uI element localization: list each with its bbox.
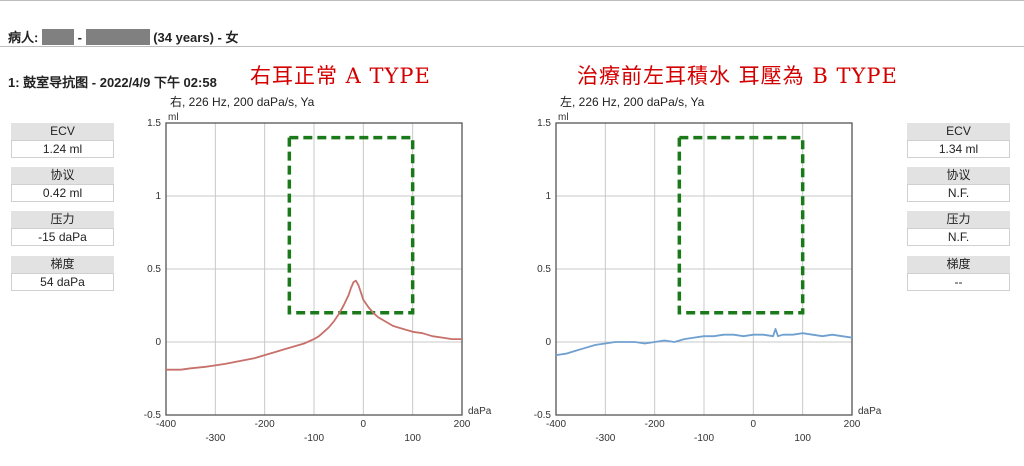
right-ear-tympanogram: -0.5 0 0.5 1 1.5 -400 -300 -200 -100 0 100 200 ml daP… (144, 112, 492, 444)
box-value: -- (907, 273, 1010, 291)
right-pressure-box: 压力 N.F. (907, 211, 1010, 246)
x-axis-unit: daPa (468, 406, 492, 417)
box-label: 协议 (11, 167, 114, 184)
box-value: N.F. (907, 184, 1010, 202)
right-gradient-box: 梯度 -- (907, 256, 1010, 291)
plot-frame (555, 122, 853, 416)
right-chart-subtitle: 左, 226 Hz, 200 daPa/s, Ya (560, 95, 705, 109)
x-tick-label: 200 (844, 419, 861, 430)
x-tick-label: 100 (794, 433, 811, 444)
highlight-box (677, 135, 805, 315)
box-label: ECV (11, 123, 114, 140)
x-axis-unit: daPa (858, 406, 882, 417)
x-tick-label: 100 (404, 433, 421, 444)
x-tick-label: -400 (546, 419, 566, 430)
left-chart-subtitle: 右, 226 Hz, 200 daPa/s, Ya (170, 95, 315, 109)
x-tick-label: -300 (595, 433, 615, 444)
x-tick-label: 0 (751, 419, 757, 430)
y-tick-label: 0.5 (537, 264, 551, 275)
redacted-id (85, 29, 150, 45)
x-tick-label: -100 (304, 433, 324, 444)
y-tick-label: 0 (545, 337, 551, 348)
right-ecv-box: ECV 1.34 ml (907, 123, 1010, 158)
left-protocol-box: 协议 0.42 ml (11, 167, 114, 202)
x-tick-label: -100 (694, 433, 714, 444)
right-protocol-box: 协议 N.F. (907, 167, 1010, 202)
box-label: 梯度 (907, 256, 1010, 273)
compliance-curve (166, 279, 462, 371)
patient-dash: - (77, 30, 82, 45)
left-gradient-box: 梯度 54 daPa (11, 256, 114, 291)
patient-line: 病人: - (34 years) - 女 (8, 27, 238, 46)
plot-frame (165, 122, 463, 416)
y-tick-label: -0.5 (534, 410, 552, 421)
x-tick-label: -200 (645, 419, 665, 430)
box-label: 梯度 (11, 256, 114, 273)
box-value: 0.42 ml (11, 184, 114, 202)
y-tick-label: 1.5 (147, 118, 161, 129)
y-tick-label: 0 (155, 337, 161, 348)
patient-prefix: 病人: (8, 30, 39, 45)
compliance-curve (555, 327, 853, 356)
x-tick-label: -400 (156, 419, 176, 430)
box-label: 协议 (907, 167, 1010, 184)
box-value: N.F. (907, 228, 1010, 246)
box-value: -15 daPa (11, 228, 114, 246)
y-tick-label: 1 (545, 191, 551, 202)
box-label: ECV (907, 123, 1010, 140)
top-divider (0, 0, 1024, 1)
box-value: 54 daPa (11, 273, 114, 291)
left-ecv-box: ECV 1.24 ml (11, 123, 114, 158)
box-label: 压力 (11, 211, 114, 228)
right-annotation: 治療前左耳積水 耳壓為 B TYPE (577, 64, 898, 88)
patient-info: (34 years) - 女 (153, 30, 239, 45)
y-tick-label: 1 (155, 191, 161, 202)
highlight-box (287, 135, 415, 315)
x-tick-label: -200 (255, 419, 275, 430)
x-tick-label: -300 (205, 433, 225, 444)
header-divider (0, 46, 1024, 47)
y-axis-unit: ml (168, 112, 179, 123)
x-tick-label: 0 (361, 419, 367, 430)
left-ear-tympanogram: -0.5 0 0.5 1 1.5 -400 -300 -200 -100 0 100 200 ml daP… (534, 112, 882, 444)
left-pressure-box: 压力 -15 daPa (11, 211, 114, 246)
box-value: 1.34 ml (907, 140, 1010, 158)
y-tick-label: 0.5 (147, 264, 161, 275)
left-annotation: 右耳正常 A TYPE (250, 64, 431, 88)
y-tick-label: 1.5 (537, 118, 551, 129)
redacted-name (41, 29, 74, 45)
exam-title: 1: 鼓室导抗图 - 2022/4/9 下午 02:58 (8, 75, 217, 90)
box-label: 压力 (907, 211, 1010, 228)
y-axis-unit: ml (558, 112, 569, 123)
y-tick-label: -0.5 (144, 410, 162, 421)
box-value: 1.24 ml (11, 140, 114, 158)
x-tick-label: 200 (454, 419, 471, 430)
